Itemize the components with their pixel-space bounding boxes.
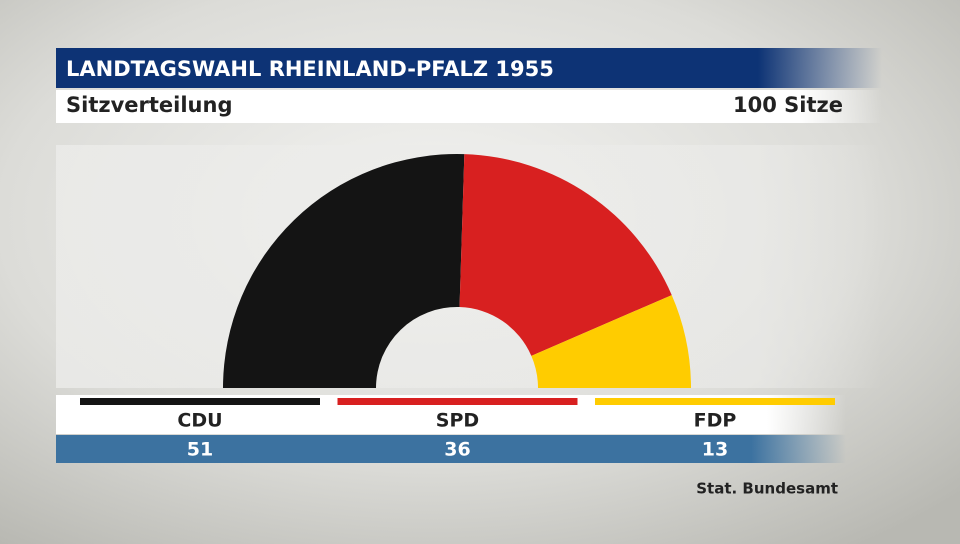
seat-segment [223, 154, 465, 388]
legend-swatch [80, 398, 320, 405]
total-label: 100 Sitze [733, 93, 843, 117]
legend-swatch [337, 398, 578, 405]
source: Stat. Bundesamt [696, 480, 838, 498]
party-label: FDP [694, 410, 737, 432]
legend-swatch [595, 398, 835, 405]
party-label: SPD [436, 410, 479, 432]
chart-title: LANDTAGSWAHL RHEINLAND-PFALZ 1955 [66, 57, 554, 81]
value-label: 13 [702, 439, 728, 461]
subtitle: Sitzverteilung [66, 93, 232, 117]
value-label: 36 [444, 439, 470, 461]
party-label: CDU [177, 410, 222, 432]
seat-segment [531, 295, 691, 388]
title-bar [56, 48, 882, 88]
subtitle-bar [56, 90, 882, 123]
value-label: 51 [187, 439, 213, 461]
value-band [56, 435, 846, 463]
seat-segment [459, 154, 672, 356]
